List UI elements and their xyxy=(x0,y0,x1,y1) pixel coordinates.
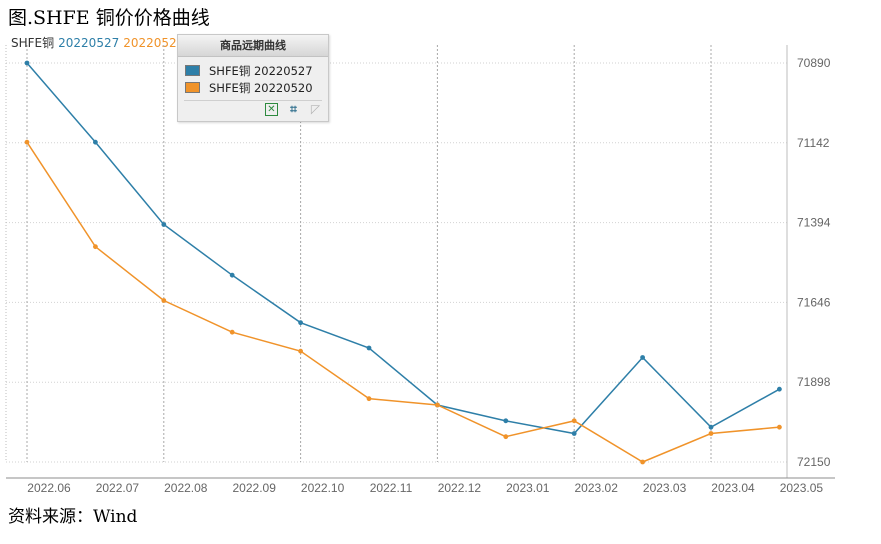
series-1-point xyxy=(161,222,167,227)
popup-legend-item-2[interactable]: SHFE铜 20220520 xyxy=(178,80,328,97)
series-2-point xyxy=(435,402,440,408)
series-2-point xyxy=(93,244,98,250)
popup-toolbar: ✕ ⌗ ◸ xyxy=(265,103,322,116)
popup-legend-label-2: SHFE铜 20220520 xyxy=(209,81,313,95)
x-tick-label: 2023.04 xyxy=(711,481,755,495)
x-tick-label: 2022.09 xyxy=(233,481,277,495)
series-2-point xyxy=(366,396,372,402)
popup-legend-label-1: SHFE铜 20220527 xyxy=(209,64,313,78)
series-2-point xyxy=(640,459,645,465)
y-tick-label: 72150 xyxy=(797,455,831,469)
crop-icon[interactable]: ⌗ xyxy=(290,102,297,116)
export-excel-icon[interactable]: ✕ xyxy=(265,103,278,116)
series-1-point xyxy=(571,431,577,436)
y-tick-label: 71646 xyxy=(797,295,831,309)
x-tick-label: 2023.01 xyxy=(506,481,550,495)
popup-legend-item-1[interactable]: SHFE铜 20220527 xyxy=(178,63,328,80)
series-1-point xyxy=(24,60,30,66)
y-tick-label: 71142 xyxy=(797,136,830,150)
x-tick-label: 2022.11 xyxy=(370,481,413,495)
legend-strip-label: SHFE铜 xyxy=(11,36,55,50)
legend-swatch-1 xyxy=(185,65,200,76)
series-2-point xyxy=(503,434,509,440)
series-2-point xyxy=(229,329,235,335)
series-2-point xyxy=(571,418,577,424)
legend-strip-series-1[interactable]: 20220527 xyxy=(58,36,120,50)
series-1-point xyxy=(93,139,98,145)
x-tick-label: 2023.03 xyxy=(643,481,687,495)
series-2-point xyxy=(24,139,30,145)
series-1-point xyxy=(298,320,303,326)
series-1-point xyxy=(366,345,372,351)
x-tick-label: 2022.10 xyxy=(301,481,345,495)
y-tick-label: 71394 xyxy=(797,216,831,230)
series-line-1 xyxy=(26,62,780,435)
x-tick-label: 2022.06 xyxy=(27,481,71,495)
series-2-point xyxy=(161,298,167,303)
series-2-point xyxy=(298,348,303,354)
y-tick-label: 70890 xyxy=(797,56,831,70)
y-tick-label: 71898 xyxy=(797,375,831,389)
x-tick-label: 2022.12 xyxy=(438,481,482,495)
expand-icon[interactable]: ◸ xyxy=(310,102,321,116)
popup-divider xyxy=(184,100,322,101)
legend-strip-series-2[interactable]: 20220520 xyxy=(123,36,185,50)
source-note: 资料来源：Wind xyxy=(8,507,138,527)
series-1-point xyxy=(640,355,645,360)
x-tick-label: 2023.02 xyxy=(575,481,619,495)
series-line-2 xyxy=(26,141,780,463)
legend-swatch-2 xyxy=(185,82,200,93)
legend-strip: SHFE铜 20220527 20220520 xyxy=(11,34,184,51)
series-2-point xyxy=(708,431,714,436)
series-1-point xyxy=(708,424,714,430)
x-tick-label: 2022.08 xyxy=(164,481,208,495)
popup-title[interactable]: 商品远期曲线 xyxy=(178,35,328,57)
forward-curve-popup: 商品远期曲线 SHFE铜 20220527 SHFE铜 20220520 ✕ ⌗… xyxy=(177,34,329,122)
series-1-point xyxy=(503,418,509,424)
x-tick-label: 2023.05 xyxy=(780,481,824,495)
figure-title: 图.SHFE 铜价价格曲线 xyxy=(8,7,210,29)
series-1-point xyxy=(777,386,782,392)
series-1-point xyxy=(229,272,235,278)
series-2-point xyxy=(777,424,782,430)
x-tick-label: 2022.07 xyxy=(96,481,140,495)
